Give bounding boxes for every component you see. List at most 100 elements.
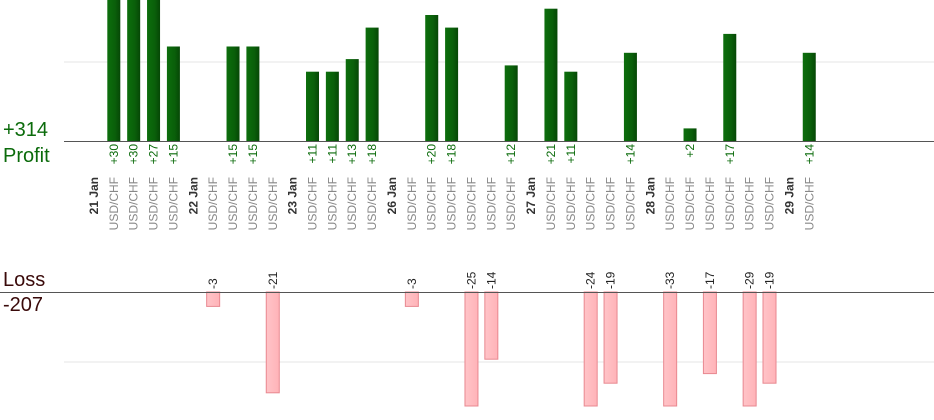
profit-value-label: +11 [325, 144, 339, 164]
loss-value-label: -19 [604, 271, 618, 289]
loss-bar [603, 291, 618, 384]
profit-bar [683, 128, 697, 141]
date-tick-label: 23 Jan [286, 177, 300, 214]
pair-tick-label: USD/CHF [226, 177, 240, 230]
pair-tick-label: USD/CHF [703, 177, 717, 230]
date-tick-label: 26 Jan [385, 177, 399, 214]
pair-tick-label: USD/CHF [504, 177, 518, 230]
pair-tick-label: USD/CHF [206, 177, 220, 230]
date-tick-label: 21 Jan [87, 177, 101, 214]
profit-value-label: +14 [802, 144, 816, 165]
profit-value-label: +15 [226, 144, 240, 165]
loss-bar [484, 291, 499, 360]
loss-bar [206, 291, 221, 307]
date-tick-label: 29 Jan [782, 177, 796, 214]
pair-tick-label: USD/CHF [743, 177, 757, 230]
pair-tick-label: USD/CHF [325, 177, 339, 230]
profit-value-label: +30 [127, 144, 141, 165]
pair-tick-label: USD/CHF [802, 177, 816, 230]
date-tick-label: 27 Jan [524, 177, 538, 214]
loss-bar [702, 291, 717, 375]
profit-bar [226, 46, 240, 141]
profit-bar [107, 0, 121, 141]
profit-bar [544, 8, 558, 142]
profit-bar [425, 15, 439, 141]
profit-bar [504, 65, 518, 141]
pair-tick-label: USD/CHF [763, 177, 777, 230]
pair-tick-label: USD/CHF [365, 177, 379, 230]
profit-value-label: +11 [564, 144, 578, 164]
profit-value-label: +12 [504, 144, 518, 165]
loss-value-label: -17 [703, 271, 717, 289]
profit-value-label: +27 [147, 144, 161, 165]
pair-tick-label: USD/CHF [564, 177, 578, 230]
pair-tick-label: USD/CHF [345, 177, 359, 230]
loss-value-label: -24 [584, 271, 598, 289]
loss-value-label: -19 [763, 271, 777, 289]
profit-bar [246, 46, 260, 141]
profit-bar [445, 27, 459, 142]
pair-tick-label: USD/CHF [464, 177, 478, 230]
pair-tick-label: USD/CHF [544, 177, 558, 230]
pair-tick-label: USD/CHF [723, 177, 737, 230]
profit-bar [623, 52, 637, 141]
loss-bar [265, 291, 280, 394]
date-tick-label: 28 Jan [643, 177, 657, 214]
profit-value-label: +15 [166, 144, 180, 165]
loss-value-label: -29 [743, 271, 757, 289]
profit-bar [365, 27, 379, 142]
pair-tick-label: USD/CHF [663, 177, 677, 230]
profit-bar [345, 59, 359, 141]
loss-value-label: -14 [484, 271, 498, 289]
loss-bar [404, 291, 419, 307]
profit-value-label: +30 [107, 144, 121, 165]
profit-value-label: +2 [683, 144, 697, 158]
profit-value-label: +18 [445, 144, 459, 165]
pair-tick-label: USD/CHF [266, 177, 280, 230]
pair-tick-label: USD/CHF [107, 177, 121, 230]
loss-total: -207 [3, 294, 44, 316]
profit-value-label: +11 [306, 144, 320, 164]
profit-total: +314 [3, 119, 49, 141]
loss-value-label: -21 [266, 271, 280, 289]
date-tick-label: 22 Jan [186, 177, 200, 214]
loss-bar [583, 291, 598, 407]
profit-value-label: +15 [246, 144, 260, 165]
pair-tick-label: USD/CHF [623, 177, 637, 230]
pair-tick-label: USD/CHF [405, 177, 419, 230]
pair-tick-label: USD/CHF [127, 177, 141, 230]
pair-tick-label: USD/CHF [445, 177, 459, 230]
pair-tick-label: USD/CHF [166, 177, 180, 230]
loss-value-label: -25 [464, 271, 478, 289]
pair-tick-label: USD/CHF [147, 177, 161, 230]
loss-bar [464, 291, 479, 407]
pair-tick-label: USD/CHF [604, 177, 618, 230]
loss-value-label: -33 [663, 271, 677, 289]
loss-value-label: -3 [405, 278, 419, 289]
profit-label: Profit [3, 145, 50, 167]
pair-tick-label: USD/CHF [484, 177, 498, 230]
loss-label: Loss [3, 269, 46, 291]
profit-value-label: +17 [723, 144, 737, 165]
pair-tick-label: USD/CHF [584, 177, 598, 230]
profit-bar [166, 46, 180, 141]
profit-value-label: +14 [623, 144, 637, 165]
loss-bar [663, 291, 678, 407]
profit-bar [325, 71, 339, 141]
profit-value-label: +21 [544, 144, 558, 165]
profit-bar [147, 0, 161, 141]
loss-value-label: -3 [206, 278, 220, 289]
profit-value-label: +20 [425, 144, 439, 165]
profit-bar [127, 0, 141, 141]
pair-tick-label: USD/CHF [425, 177, 439, 230]
profit-bar [306, 71, 320, 141]
profit-bar [564, 71, 578, 141]
pair-tick-label: USD/CHF [306, 177, 320, 230]
profit-bar [802, 52, 816, 141]
loss-bar [742, 291, 757, 407]
loss-bar [762, 291, 777, 384]
profit-bar [723, 33, 737, 141]
pair-tick-label: USD/CHF [246, 177, 260, 230]
